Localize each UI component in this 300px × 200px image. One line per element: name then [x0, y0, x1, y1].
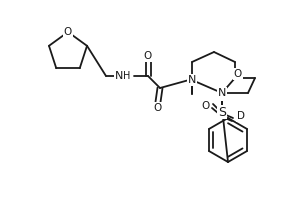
- Text: N: N: [188, 75, 196, 85]
- Text: O: O: [202, 101, 210, 111]
- Text: S: S: [218, 106, 226, 118]
- Text: O: O: [144, 51, 152, 61]
- Text: O: O: [234, 69, 242, 79]
- Text: O: O: [154, 103, 162, 113]
- Text: N: N: [115, 71, 123, 81]
- Text: N: N: [218, 90, 226, 100]
- Text: O: O: [64, 27, 72, 37]
- Text: N: N: [218, 88, 226, 98]
- Text: D: D: [237, 111, 245, 121]
- Text: H: H: [123, 71, 131, 81]
